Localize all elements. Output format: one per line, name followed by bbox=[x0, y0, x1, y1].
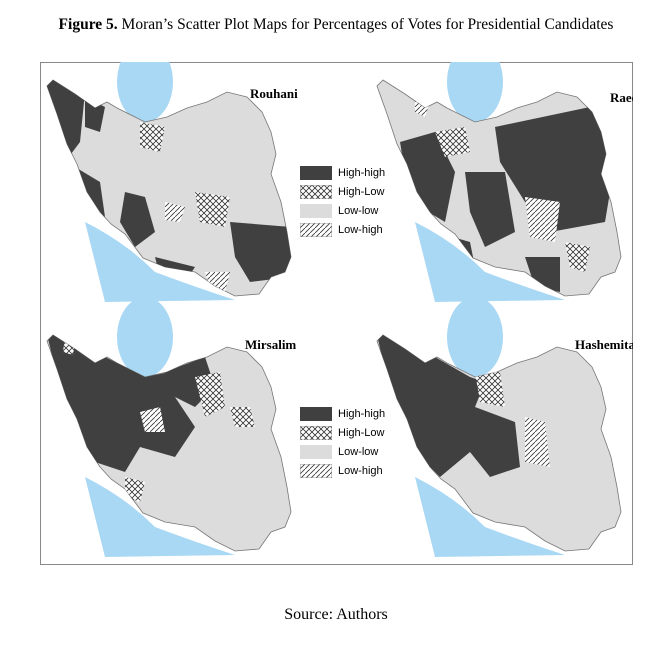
legend-label: High-high bbox=[338, 407, 386, 420]
figure-caption: Figure 5. Moran’s Scatter Plot Maps for … bbox=[0, 16, 672, 34]
panel-title: Mirsalim bbox=[245, 337, 296, 352]
figure-frame bbox=[40, 62, 633, 565]
legend-label: High-Low bbox=[338, 426, 385, 439]
low-low-swatch bbox=[300, 203, 332, 218]
legend-bottom: High-high High-Low Low-low Low-high bbox=[300, 404, 385, 480]
panel-title: Rouhani bbox=[250, 86, 298, 101]
legend-label: Low-high bbox=[338, 223, 383, 236]
legend-item: High-Low bbox=[300, 182, 385, 201]
figure-label: Figure 5. bbox=[58, 16, 118, 33]
legend-item: High-high bbox=[300, 404, 385, 423]
legend-label: High-high bbox=[338, 166, 386, 179]
legend-label: Low-low bbox=[338, 445, 379, 458]
high-low-swatch bbox=[300, 425, 332, 440]
legend-item: High-Low bbox=[300, 423, 385, 442]
low-low-swatch bbox=[300, 444, 332, 459]
map-raeesi: Raeesi bbox=[377, 62, 633, 302]
legend-top: High-high High-Low Low-low Low-high bbox=[300, 163, 385, 239]
panel-title: Raeesi bbox=[610, 90, 633, 105]
map-mirsalim: Mirsalim bbox=[45, 297, 296, 557]
source-note: Source: Authors bbox=[284, 606, 388, 623]
legend-label: High-Low bbox=[338, 185, 385, 198]
maps-svg: Rouhani Raeesi Mirsalim bbox=[40, 62, 633, 565]
high-low-region bbox=[140, 122, 165, 152]
high-high-swatch bbox=[300, 406, 332, 421]
legend-item: Low-low bbox=[300, 201, 385, 220]
map-hashemitaba: Hashemitaba bbox=[375, 297, 633, 557]
figure-caption-text: Moran’s Scatter Plot Maps for Percentage… bbox=[117, 16, 614, 33]
legend-label: Low-high bbox=[338, 464, 383, 477]
low-high-swatch bbox=[300, 222, 332, 237]
panel-title: Hashemitaba bbox=[575, 337, 633, 352]
high-high-swatch bbox=[300, 165, 332, 180]
legend-item: High-high bbox=[300, 163, 385, 182]
legend-label: Low-low bbox=[338, 204, 379, 217]
legend-item: Low-low bbox=[300, 442, 385, 461]
high-low-swatch bbox=[300, 184, 332, 199]
legend-item: Low-high bbox=[300, 220, 385, 239]
low-high-swatch bbox=[300, 463, 332, 478]
legend-item: Low-high bbox=[300, 461, 385, 480]
map-rouhani: Rouhani bbox=[45, 62, 298, 302]
